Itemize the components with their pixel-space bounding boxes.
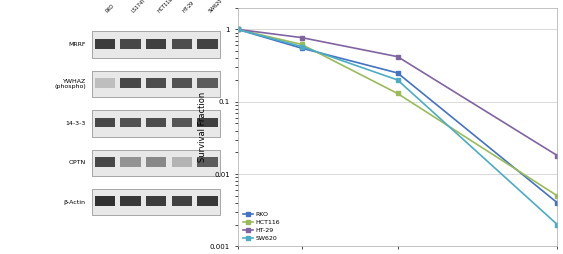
Text: LS174T: LS174T xyxy=(131,0,147,13)
FancyBboxPatch shape xyxy=(95,118,115,127)
FancyBboxPatch shape xyxy=(92,31,220,58)
FancyBboxPatch shape xyxy=(146,157,167,167)
SW620 xyxy=(234,28,241,31)
Line: RKO: RKO xyxy=(235,27,560,205)
Text: YWHAZ
(phospho): YWHAZ (phospho) xyxy=(54,79,86,89)
HCT116 xyxy=(234,28,241,31)
Text: OPTN: OPTN xyxy=(69,160,86,165)
FancyBboxPatch shape xyxy=(95,39,115,49)
FancyBboxPatch shape xyxy=(120,39,141,49)
Text: RKO: RKO xyxy=(105,3,116,13)
FancyBboxPatch shape xyxy=(172,196,192,206)
FancyBboxPatch shape xyxy=(172,39,192,49)
Text: HT-29: HT-29 xyxy=(182,0,195,13)
Legend: RKO, HCT116, HT-29, SW620: RKO, HCT116, HT-29, SW620 xyxy=(241,209,283,243)
FancyBboxPatch shape xyxy=(197,196,217,206)
HT-29 xyxy=(234,28,241,31)
SW620 xyxy=(394,78,401,82)
FancyBboxPatch shape xyxy=(120,196,141,206)
Text: 14-3-3: 14-3-3 xyxy=(65,121,86,126)
Text: β-Actin: β-Actin xyxy=(64,200,86,205)
FancyBboxPatch shape xyxy=(197,78,217,88)
RKO xyxy=(554,201,561,204)
FancyBboxPatch shape xyxy=(146,196,167,206)
FancyBboxPatch shape xyxy=(172,157,192,167)
HT-29 xyxy=(554,154,561,157)
Text: HCT116: HCT116 xyxy=(156,0,173,13)
FancyBboxPatch shape xyxy=(92,71,220,97)
Text: SW620: SW620 xyxy=(207,0,223,13)
FancyBboxPatch shape xyxy=(120,78,141,88)
FancyBboxPatch shape xyxy=(92,189,220,215)
HCT116 xyxy=(394,92,401,95)
FancyBboxPatch shape xyxy=(92,150,220,176)
FancyBboxPatch shape xyxy=(95,78,115,88)
FancyBboxPatch shape xyxy=(172,118,192,127)
Text: MRRF: MRRF xyxy=(68,42,86,47)
RKO xyxy=(298,47,305,50)
SW620 xyxy=(554,223,561,226)
FancyBboxPatch shape xyxy=(95,196,115,206)
HT-29 xyxy=(394,55,401,58)
HCT116 xyxy=(554,194,561,197)
Line: SW620: SW620 xyxy=(235,27,560,227)
RKO xyxy=(394,71,401,74)
FancyBboxPatch shape xyxy=(92,110,220,137)
HT-29 xyxy=(298,36,305,39)
FancyBboxPatch shape xyxy=(146,78,167,88)
RKO xyxy=(234,28,241,31)
FancyBboxPatch shape xyxy=(120,157,141,167)
Line: HCT116: HCT116 xyxy=(235,27,560,198)
FancyBboxPatch shape xyxy=(120,118,141,127)
FancyBboxPatch shape xyxy=(197,118,217,127)
SW620 xyxy=(298,45,305,48)
FancyBboxPatch shape xyxy=(95,157,115,167)
HCT116 xyxy=(298,43,305,46)
Line: HT-29: HT-29 xyxy=(235,27,560,158)
FancyBboxPatch shape xyxy=(146,118,167,127)
FancyBboxPatch shape xyxy=(146,39,167,49)
Y-axis label: Survival Fraction: Survival Fraction xyxy=(198,92,207,162)
FancyBboxPatch shape xyxy=(197,157,217,167)
FancyBboxPatch shape xyxy=(172,78,192,88)
FancyBboxPatch shape xyxy=(197,39,217,49)
